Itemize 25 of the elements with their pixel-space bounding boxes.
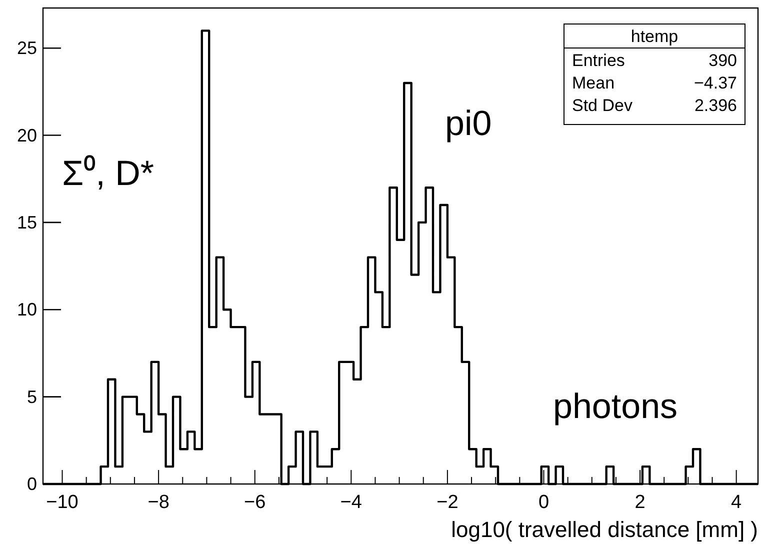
- x-tick-label: −2: [436, 492, 458, 513]
- annotation: htemp: [630, 27, 678, 46]
- annotation: Mean: [572, 74, 615, 92]
- annotation: photons: [553, 387, 678, 426]
- y-tick-label: 5: [26, 386, 37, 407]
- x-tick-label: 2: [634, 492, 646, 513]
- annotation: 390: [708, 51, 737, 70]
- annotation: Entries: [572, 51, 625, 70]
- y-tick-label: 15: [16, 212, 37, 232]
- x-tick-label: 0: [538, 492, 550, 513]
- y-tick-label: 0: [26, 474, 37, 494]
- annotation: −4.37: [694, 74, 737, 92]
- annotation: 2.396: [694, 96, 737, 115]
- annotation: Σ⁰, D*: [62, 154, 154, 193]
- annotation: pi0: [445, 104, 492, 143]
- x-tick-label: 4: [731, 492, 742, 513]
- x-tick-label: −8: [148, 492, 170, 513]
- y-tick-label: 20: [16, 125, 37, 146]
- x-tick-label: −10: [46, 492, 78, 513]
- x-tick-label: −4: [340, 492, 362, 513]
- y-tick-label: 25: [16, 38, 37, 58]
- x-axis-title: log10( travelled distance [mm] ): [451, 517, 758, 542]
- y-tick-label: 10: [16, 300, 37, 320]
- annotation: Std Dev: [572, 96, 633, 115]
- x-tick-label: −6: [244, 492, 266, 513]
